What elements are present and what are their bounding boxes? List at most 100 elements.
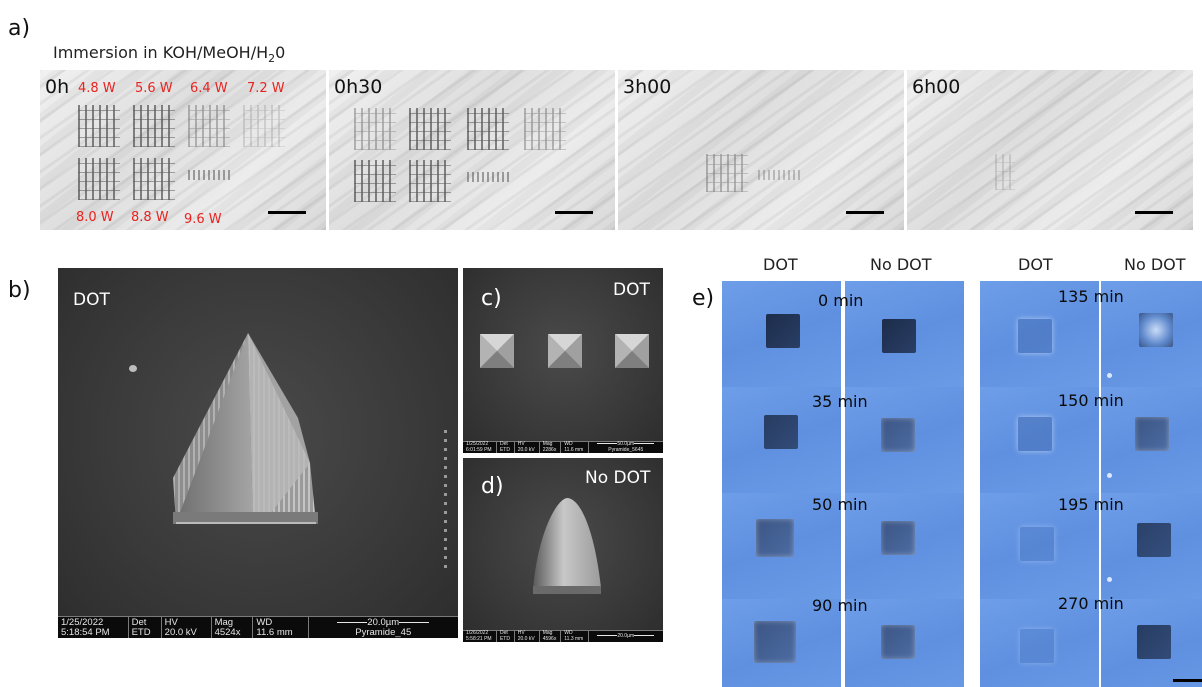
time-label: 195 min bbox=[1058, 495, 1124, 514]
laser-grid bbox=[467, 108, 509, 150]
micrograph-tile bbox=[722, 599, 841, 687]
scale-label: 50.0µm bbox=[617, 441, 635, 448]
time-label: 135 min bbox=[1058, 287, 1124, 306]
sem-detector: Det ETD bbox=[128, 617, 162, 638]
column-header: No DOT bbox=[870, 255, 932, 274]
micrograph-tile bbox=[1101, 387, 1202, 493]
pyramid-structure bbox=[173, 333, 318, 524]
sem-magnification: Mag 4524x bbox=[211, 617, 254, 638]
scale-label: 20.0µm bbox=[367, 616, 400, 628]
laser-grid bbox=[78, 105, 120, 147]
pyramid-footprint bbox=[1137, 625, 1171, 659]
pyramid-footprint bbox=[1020, 629, 1054, 663]
sem-datetime: 1/26/2022 5:58:21 PM bbox=[463, 630, 497, 642]
scale-bar bbox=[1135, 211, 1173, 214]
sem-info-bar: 1/25/2022 6:01:59 PM Det ETD HV 20.0 kV Mag… bbox=[463, 441, 663, 453]
micrograph-tile bbox=[1101, 599, 1202, 687]
pyramid-array bbox=[480, 334, 649, 368]
micrograph-tile bbox=[845, 599, 964, 687]
immersion-frame-3h00: 3h00 bbox=[618, 70, 904, 230]
immersion-frame-6h00: 6h00 bbox=[907, 70, 1193, 230]
micrograph-tile bbox=[1101, 281, 1202, 387]
sem-working-distance: WD 11.6 mm bbox=[560, 441, 589, 453]
micrograph-tile bbox=[980, 387, 1099, 493]
edge-artifact bbox=[444, 428, 447, 568]
sample-label: No DOT bbox=[585, 468, 651, 488]
panel-b-letter: b) bbox=[8, 278, 31, 303]
column-header: DOT bbox=[763, 255, 798, 274]
rounded-pyramid bbox=[533, 498, 601, 594]
panel-c-letter: c) bbox=[481, 286, 502, 311]
caption-subscript: 2 bbox=[268, 52, 276, 66]
laser-grid bbox=[78, 158, 120, 200]
sample-label: DOT bbox=[73, 290, 110, 310]
sem-image-pyramid-no-dot: d) No DOT 1/26/2022 5:58:21 PM Det ETD HV 2… bbox=[463, 458, 663, 642]
laser-grid-faded bbox=[188, 170, 230, 180]
micrograph-tile bbox=[722, 493, 841, 599]
column-header: DOT bbox=[1018, 255, 1053, 274]
pyramid-footprint bbox=[764, 415, 798, 449]
caption-suffix: 0 bbox=[275, 43, 286, 62]
sem-image-array-dot: c) DOT 1/25/2022 6:01:59 PM Det ETD bbox=[463, 268, 663, 453]
caption-main: Immersion in KOH/MeOH/H bbox=[53, 43, 269, 62]
scale-bar bbox=[268, 211, 306, 214]
sem-working-distance: WD 11.6 mm bbox=[252, 617, 309, 638]
laser-grid bbox=[354, 160, 396, 202]
micrograph-tile bbox=[722, 387, 841, 493]
scale-bar bbox=[846, 211, 884, 214]
immersion-frame-0h30: 0h30 bbox=[329, 70, 615, 230]
sem-datetime: 1/25/2022 5:18:54 PM bbox=[58, 617, 129, 638]
power-label: 4.8 W bbox=[78, 81, 116, 96]
panel-d-letter: d) bbox=[481, 474, 504, 499]
micrograph-tile bbox=[980, 599, 1099, 687]
pyramid-footprint bbox=[766, 314, 800, 348]
pyramid-footprint bbox=[1020, 527, 1054, 561]
speck bbox=[1107, 577, 1112, 582]
micrograph-tile bbox=[845, 493, 964, 599]
laser-grid bbox=[995, 154, 1015, 190]
micrograph-tile bbox=[845, 387, 964, 493]
time-label: 270 min bbox=[1058, 594, 1124, 613]
time-label: 90 min bbox=[812, 596, 868, 615]
power-label: 9.6 W bbox=[184, 212, 222, 227]
pyramid-footprint bbox=[882, 319, 916, 353]
laser-grid bbox=[188, 105, 230, 147]
pyramid-footprint bbox=[1018, 417, 1052, 451]
image-name: Pyramide_45 bbox=[355, 626, 412, 638]
pyramid-footprint bbox=[754, 621, 796, 663]
pyramid-footprint bbox=[881, 625, 915, 659]
power-label: 8.0 W bbox=[76, 210, 114, 225]
sem-detector: Det ETD bbox=[496, 441, 515, 453]
sem-scale-and-name: 20.0µm Pyramide_45 bbox=[308, 617, 458, 638]
pyramid-footprint bbox=[1137, 523, 1171, 557]
immersion-frame-0h: 0h 4.8 W 5.6 W 6.4 W 7.2 W 8.0 W 8.8 W 9… bbox=[40, 70, 326, 230]
micrograph-tile bbox=[722, 281, 841, 387]
pyramid-footprint bbox=[1018, 319, 1052, 353]
laser-grid bbox=[409, 108, 451, 150]
laser-grid-faded bbox=[467, 172, 509, 182]
sem-working-distance: WD 11.3 mm bbox=[560, 630, 589, 642]
sem-detector: Det ETD bbox=[496, 630, 515, 642]
column-header: No DOT bbox=[1124, 255, 1186, 274]
pyramid-footprint bbox=[881, 418, 915, 452]
scale-label: 20.0µm bbox=[617, 632, 635, 639]
sem-scale-and-name: 50.0µm Pyramide_5645 bbox=[588, 442, 663, 453]
scale-bar bbox=[1173, 679, 1202, 682]
pyramid-footprint bbox=[1139, 313, 1173, 347]
power-label: 5.6 W bbox=[135, 81, 173, 96]
sem-image-pyramid-dot: DOT 1/25/2022 5:18:54 PM Det ETD HV 20.0 kV… bbox=[58, 268, 458, 638]
sample-label: DOT bbox=[613, 280, 650, 300]
frame-time-label: 0h bbox=[45, 76, 70, 98]
laser-grid bbox=[409, 160, 451, 202]
pyramid-footprint bbox=[756, 519, 794, 557]
time-label: 35 min bbox=[812, 392, 868, 411]
frame-time-label: 3h00 bbox=[623, 76, 672, 98]
debris-particle bbox=[129, 365, 137, 372]
pyramid-footprint bbox=[881, 521, 915, 555]
micrograph-tile bbox=[845, 281, 964, 387]
panel-a-letter: a) bbox=[8, 16, 31, 41]
sem-voltage: HV 20.0 kV bbox=[161, 617, 212, 638]
micrograph-tile bbox=[980, 493, 1099, 599]
power-label: 6.4 W bbox=[190, 81, 228, 96]
laser-grid-faded bbox=[758, 170, 800, 180]
